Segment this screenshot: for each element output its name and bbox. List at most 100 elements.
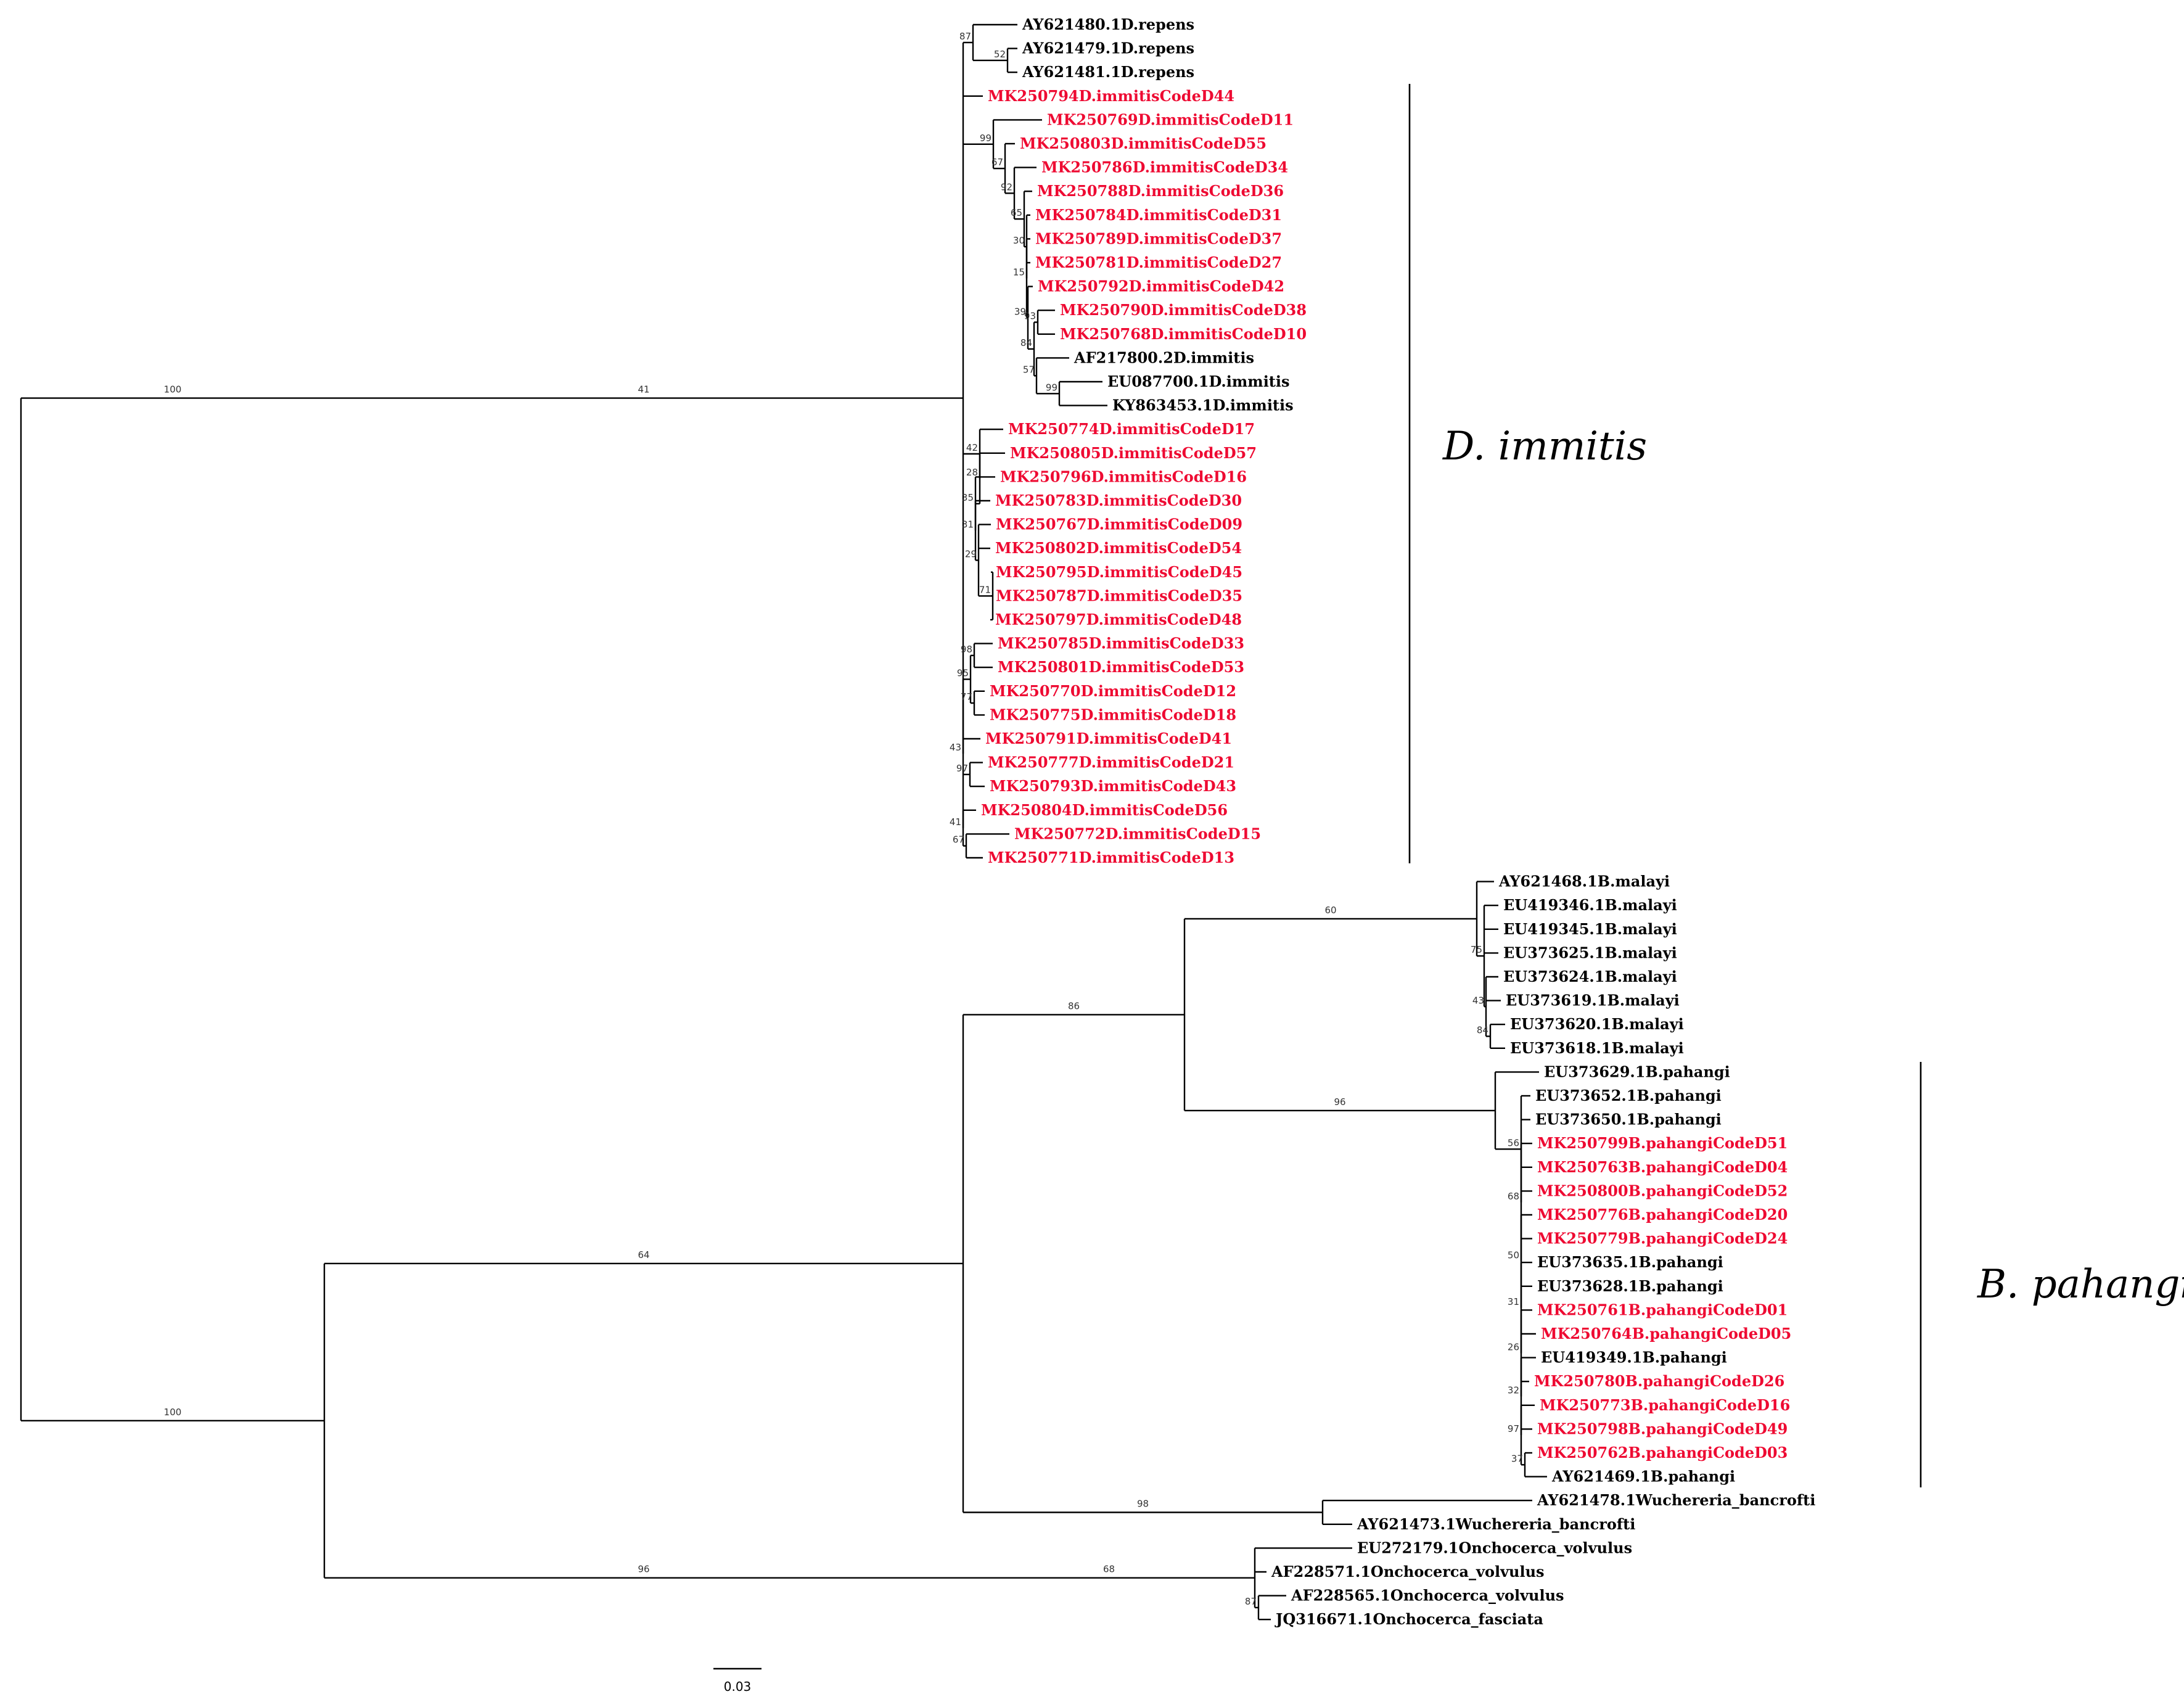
clade-annotation-immitis: D. immitis <box>1408 84 1647 863</box>
tip-label-mk250774d-immitiscoded17: MK250774D.immitisCodeD17 <box>1008 420 1255 438</box>
tip-label-mk250779b-pahangicoded24: MK250779B.pahangiCodeD24 <box>1537 1230 1788 1248</box>
tip-label-eu272179-1onchocerca-volvulus: EU272179.1Onchocerca_volvulus <box>1357 1539 1632 1556</box>
tip-label-mk250762b-pahangicoded03: MK250762B.pahangiCodeD03 <box>1537 1444 1788 1462</box>
tip-label-af228571-1onchocerca-volvulus: AF228571.1Onchocerca_volvulus <box>1271 1563 1545 1581</box>
tip-label-mk250793d-immitiscoded43: MK250793D.immitisCodeD43 <box>990 777 1236 795</box>
tip-label-mk250787d-immitiscoded35: MK250787D.immitisCodeD35 <box>996 586 1242 604</box>
tip-label-mk250799b-pahangicoded51: MK250799B.pahangiCodeD51 <box>1537 1134 1788 1152</box>
tip-label-eu373624-1b-malayi: EU373624.1B.malayi <box>1503 968 1677 985</box>
tip-label-mk250801d-immitiscoded53: MK250801D.immitisCodeD53 <box>998 658 1244 676</box>
support-value-p4: 50 <box>1508 1249 1519 1260</box>
support-value-n20: 71 <box>979 584 991 595</box>
tip-label-eu373628-1b-pahangi: EU373628.1B.pahangi <box>1537 1277 1723 1295</box>
tip-label-ay621469-1b-pahangi: AY621469.1B.pahangi <box>1551 1468 1735 1486</box>
support-value-n15: 42 <box>966 442 978 453</box>
tip-label-mk250784d-immitiscoded31: MK250784D.immitisCodeD31 <box>1035 206 1282 224</box>
tip-label-mk250792d-immitiscoded42: MK250792D.immitisCodeD42 <box>1038 278 1284 295</box>
tip-label-mk250790d-immitiscoded38: MK250790D.immitisCodeD38 <box>1060 301 1307 319</box>
tip-label-eu373625-1b-malayi: EU373625.1B.malayi <box>1503 944 1677 961</box>
support-value-n7: 65 <box>1011 207 1022 218</box>
support-value-n24: 77 <box>961 691 972 702</box>
tip-label-ky863453-1d-immitis: KY863453.1D.immitis <box>1112 397 1294 414</box>
support-value-n12: 93 <box>1024 311 1036 322</box>
tip-label-mk250780b-pahangicoded26: MK250780B.pahangiCodeD26 <box>1534 1372 1784 1390</box>
support-value-o1: 68 <box>1103 1564 1115 1575</box>
support-value-wuch: 98 <box>1137 1498 1149 1510</box>
support-value-m4: 84 <box>1477 1025 1488 1036</box>
support-value-n13: 57 <box>1023 364 1035 375</box>
support-value-p9: 37 <box>1511 1453 1523 1464</box>
tip-label-eu419349-1b-pahangi: EU419349.1B.pahangi <box>1541 1349 1727 1367</box>
support-value-n19: 29 <box>965 549 977 560</box>
tip-label-eu419346-1b-malayi: EU419346.1B.malayi <box>1503 896 1677 914</box>
tip-label-af228565-1onchocerca-volvulus: AF228565.1Onchocerca_volvulus <box>1291 1587 1564 1605</box>
support-value-m3: 43 <box>1472 995 1484 1006</box>
support-value-m2: 75 <box>1471 944 1482 955</box>
tip-label-mk250798b-pahangicoded49: MK250798B.pahangiCodeD49 <box>1537 1420 1788 1437</box>
tip-label-mk250770d-immitiscoded12: MK250770D.immitisCodeD12 <box>990 682 1236 700</box>
tip-label-mk250776b-pahangicoded20: MK250776B.pahangiCodeD20 <box>1537 1206 1788 1223</box>
support-value-p1: 96 <box>1334 1096 1345 1108</box>
bootstrap-support-values: 100 41 87 52 99 67 92 65 30 15 39 84 93 57 99 42 28 35 31 2… <box>164 31 1523 1607</box>
tip-label-mk250775d-immitiscoded18: MK250775D.immitisCodeD18 <box>990 705 1236 723</box>
tip-label-mk250764b-pahangicoded05: MK250764B.pahangiCodeD05 <box>1541 1325 1791 1342</box>
support-value-others: 100 <box>164 1407 182 1418</box>
support-value-dirofilaria: 100 <box>164 384 182 395</box>
tip-label-eu087700-1d-immitis: EU087700.1D.immitis <box>1107 372 1290 390</box>
support-value-n4: 99 <box>980 133 991 144</box>
tip-label-mk250795d-immitiscoded45: MK250795D.immitisCodeD45 <box>996 563 1242 581</box>
tip-label-mk250773b-pahangicoded16: MK250773B.pahangiCodeD16 <box>1540 1396 1790 1414</box>
tip-label-mk250794d-immitiscoded44: MK250794D.immitisCodeD44 <box>988 87 1234 105</box>
tip-label-mk250783d-immitiscoded30: MK250783D.immitisCodeD30 <box>995 491 1242 509</box>
support-value-n9: 15 <box>1013 266 1025 278</box>
tip-label-af217800-2d-immitis: AF217800.2D.immitis <box>1074 348 1254 366</box>
support-value-p8: 97 <box>1508 1423 1519 1434</box>
tree-branches <box>20 23 1547 1621</box>
tip-label-mk250772d-immitiscoded15: MK250772D.immitisCodeD15 <box>1014 824 1261 842</box>
tip-label-eu373650-1b-pahangi: EU373650.1B.pahangi <box>1535 1111 1722 1128</box>
scale-bar: 0.03 <box>713 1667 762 1694</box>
support-value-n21: 43 <box>950 742 961 753</box>
tip-label-jq316671-1onchocerca-fasciata: JQ316671.1Onchocerca_fasciata <box>1275 1610 1543 1628</box>
tip-labels: AY621480.1D.repens AY621479.1D.repens AY62… <box>981 15 1815 1628</box>
tip-label-eu373618-1b-malayi: EU373618.1B.malayi <box>1510 1039 1684 1057</box>
support-value-p5: 31 <box>1508 1296 1519 1307</box>
tip-label-mk250767d-immitiscoded09: MK250767D.immitisCodeD09 <box>996 516 1242 533</box>
tip-label-mk250788d-immitiscoded36: MK250788D.immitisCodeD36 <box>1037 182 1284 200</box>
tip-label-mk250803d-immitiscoded55: MK250803D.immitisCodeD55 <box>1020 134 1266 152</box>
support-value-n27: 67 <box>953 834 964 845</box>
tip-label-eu373635-1b-pahangi: EU373635.1B.pahangi <box>1537 1253 1723 1271</box>
tip-label-eu419345-1b-malayi: EU419345.1B.malayi <box>1503 920 1677 938</box>
support-value-p3: 68 <box>1508 1191 1519 1202</box>
tip-label-mk250805d-immitiscoded57: MK250805D.immitisCodeD57 <box>1010 444 1257 462</box>
support-value-p6: 26 <box>1508 1341 1519 1352</box>
tip-label-ay621479-1d-repens: AY621479.1D.repens <box>1022 39 1194 57</box>
support-value-n25: 97 <box>956 763 968 774</box>
tip-label-mk250785d-immitiscoded33: MK250785D.immitisCodeD33 <box>998 635 1244 652</box>
tip-label-mk250789d-immitiscoded37: MK250789D.immitisCodeD37 <box>1035 229 1282 247</box>
tip-label-mk250791d-immitiscoded41: MK250791D.immitisCodeD41 <box>985 730 1232 747</box>
tip-label-mk250771d-immitiscoded13: MK250771D.immitisCodeD13 <box>988 849 1234 866</box>
support-value-n8: 30 <box>1013 235 1025 246</box>
support-value-n18: 31 <box>962 519 974 530</box>
scale-bar-label: 0.03 <box>724 1679 752 1694</box>
tip-label-mk250797d-immitiscoded48: MK250797D.immitisCodeD48 <box>995 610 1242 628</box>
clade-annotation-pahangi: B. pahangi <box>1919 1062 2184 1487</box>
support-value-p7: 32 <box>1508 1384 1519 1396</box>
tip-label-eu373619-1b-malayi: EU373619.1B.malayi <box>1506 992 1680 1009</box>
clade-label-immitis: D. immitis <box>1442 424 1647 469</box>
support-value-o2: 87 <box>1245 1596 1257 1607</box>
support-value-n23: 98 <box>961 644 972 655</box>
support-value-n11: 84 <box>1020 337 1032 348</box>
tip-label-ay621481-1d-repens: AY621481.1D.repens <box>1022 63 1194 81</box>
tip-label-mk250763b-pahangicoded04: MK250763B.pahangiCodeD04 <box>1537 1158 1788 1176</box>
tip-label-mk250800b-pahangicoded52: MK250800B.pahangiCodeD52 <box>1537 1182 1788 1199</box>
clade-label-pahangi: B. pahangi <box>1977 1262 2184 1307</box>
tip-label-ay621473-1wuchereria-bancrofti: AY621473.1Wuchereria_bancrofti <box>1357 1515 1635 1533</box>
tip-label-mk250786d-immitiscoded34: MK250786D.immitisCodeD34 <box>1041 158 1288 176</box>
support-value-n26: 41 <box>950 816 961 828</box>
support-value-n14: 99 <box>1046 382 1057 393</box>
support-value-n10: 39 <box>1014 306 1026 317</box>
support-value-bw: 64 <box>638 1249 649 1260</box>
tip-label-mk250761b-pahangicoded01: MK250761B.pahangiCodeD01 <box>1537 1301 1788 1318</box>
